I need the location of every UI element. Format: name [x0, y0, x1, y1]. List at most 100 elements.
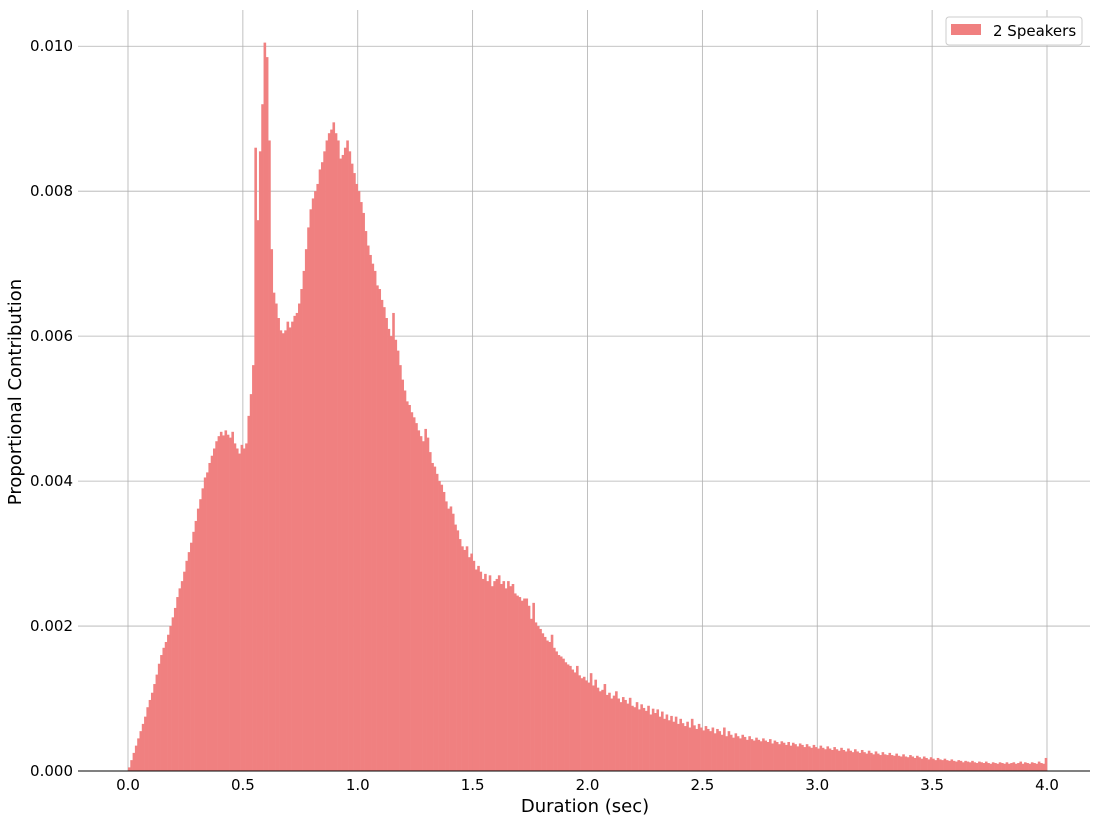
histogram-bar	[553, 647, 556, 771]
histogram-bar	[543, 636, 547, 771]
histogram-bar	[849, 750, 853, 771]
histogram-bar	[157, 663, 161, 771]
histogram-bar	[899, 756, 903, 771]
histogram-bar	[369, 254, 372, 771]
histogram-bar	[405, 401, 409, 771]
histogram-bar	[396, 350, 400, 771]
y-tick-label: 0.002	[30, 617, 73, 635]
x-tick-label: 3.0	[805, 776, 829, 794]
histogram-bar	[167, 634, 170, 771]
histogram-bar	[150, 692, 154, 771]
histogram-bar	[996, 763, 1000, 771]
y-tick-label: 0.010	[30, 37, 73, 55]
histogram-bar	[226, 434, 230, 771]
histogram-bar	[279, 330, 283, 771]
histogram-bar	[874, 751, 878, 771]
histogram-bar	[534, 622, 538, 771]
histogram-bar	[796, 746, 800, 771]
histogram-bar	[603, 684, 607, 771]
histogram-bar	[1012, 762, 1016, 771]
histogram-bar	[410, 412, 414, 771]
histogram-bar	[171, 617, 175, 771]
histogram-bar	[895, 753, 898, 771]
histogram-bar	[339, 158, 342, 772]
histogram-bar	[346, 140, 349, 771]
histogram-bar	[330, 129, 333, 772]
histogram-bar	[164, 641, 168, 771]
histogram-bar	[608, 692, 611, 771]
histogram-bar	[337, 140, 340, 771]
histogram-bar	[258, 151, 262, 772]
histogram-bar	[913, 757, 917, 771]
histogram-bar	[456, 530, 460, 771]
histogram-bar	[385, 318, 388, 771]
histogram-bar	[350, 163, 354, 771]
histogram-bar	[309, 209, 313, 772]
legend: 2 Speakers	[945, 16, 1083, 46]
histogram-bar	[929, 757, 933, 771]
histogram-bar	[918, 757, 921, 771]
histogram-bar	[674, 716, 678, 771]
histogram-bar	[334, 133, 338, 771]
histogram-bar	[711, 727, 715, 771]
histogram-bar	[893, 755, 896, 771]
histogram-bar	[936, 757, 940, 771]
histogram-bar	[702, 730, 705, 771]
histogram-bar	[638, 709, 641, 771]
histogram-bar	[550, 634, 554, 771]
histogram-bar	[479, 571, 483, 771]
histogram-bar	[373, 270, 377, 771]
histogram-bar	[286, 321, 290, 771]
histogram-bar	[569, 665, 572, 771]
histogram-bar	[1035, 763, 1039, 771]
histogram-bar	[876, 753, 880, 771]
histogram-bar	[484, 573, 487, 771]
histogram-bar	[778, 744, 781, 771]
histogram-bar	[762, 738, 765, 771]
histogram-bar	[516, 595, 519, 771]
histogram-bar	[155, 674, 159, 771]
histogram-bar	[757, 739, 761, 771]
histogram-bar	[867, 750, 871, 771]
histogram-bar	[750, 739, 754, 771]
histogram-bar	[828, 748, 832, 771]
histogram-bar	[787, 742, 790, 771]
histogram-bar	[357, 191, 361, 771]
histogram-bar	[854, 749, 857, 771]
histogram-bar	[598, 691, 602, 771]
histogram-bar	[199, 499, 202, 771]
histogram-bar	[755, 737, 758, 771]
histogram-bar	[879, 755, 882, 771]
histogram-bar	[955, 761, 958, 771]
histogram-bar	[320, 162, 324, 771]
histogram-bar	[141, 723, 145, 771]
histogram-bar	[791, 742, 795, 771]
histogram-bar	[160, 655, 163, 771]
histogram-bar	[932, 758, 935, 771]
histogram-bar	[971, 760, 974, 771]
histogram-bar	[739, 738, 742, 771]
histogram-bar	[548, 641, 552, 771]
x-tick-label: 0.0	[116, 776, 140, 794]
histogram-bar	[644, 710, 648, 771]
histogram-bar	[640, 704, 643, 771]
histogram-bar	[835, 749, 839, 771]
histogram-bar	[270, 249, 274, 771]
histogram-bar	[449, 506, 453, 771]
histogram-bar	[284, 330, 287, 771]
histogram-bar	[927, 759, 931, 771]
histogram-bar	[727, 731, 731, 771]
histogram-bar	[725, 736, 728, 771]
histogram-bar	[148, 699, 152, 771]
histogram-bar	[495, 578, 499, 771]
histogram-bar	[224, 430, 228, 771]
histogram-bar	[798, 743, 802, 771]
histogram-bar	[360, 202, 363, 772]
histogram-bar	[860, 749, 864, 771]
histogram-bar	[934, 760, 938, 771]
histogram-bar	[502, 581, 506, 771]
histogram-bar	[771, 743, 774, 771]
histogram-bar	[463, 549, 467, 771]
histogram-bar	[1040, 763, 1043, 771]
histogram-bar	[686, 721, 689, 771]
